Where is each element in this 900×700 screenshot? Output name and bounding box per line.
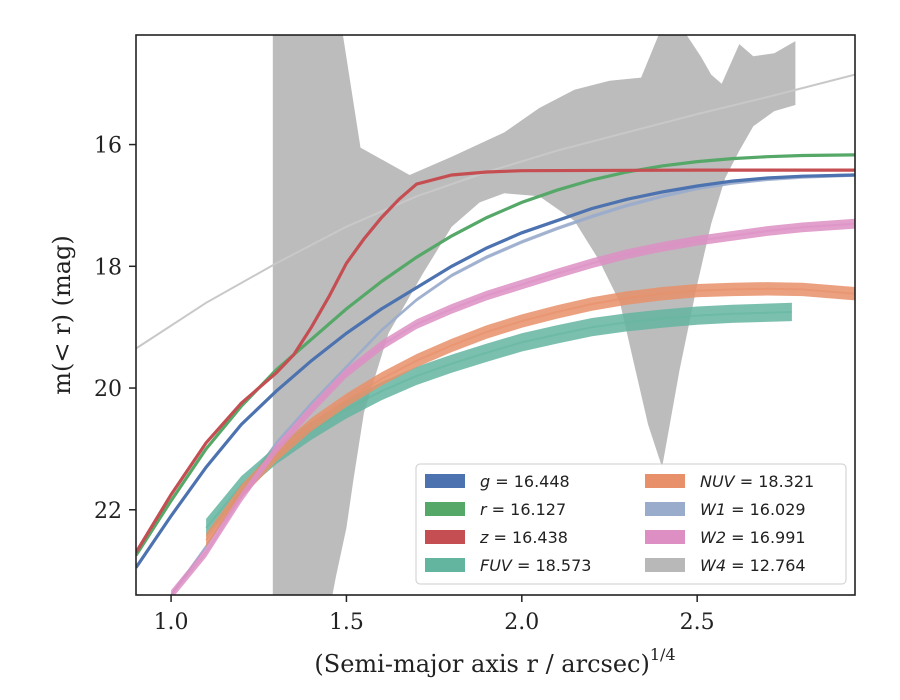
legend-label-r: r = 16.127 [480, 500, 566, 519]
legend-label-nuv: NUV = 18.321 [700, 472, 814, 491]
legend-swatch-w2 [645, 530, 685, 544]
legend-entry-g: g = 16.448 [425, 472, 570, 491]
legend-swatch-nuv [645, 474, 685, 488]
legend-entry-fuv: FUV = 18.573 [425, 556, 591, 575]
y-tick-label: 16 [94, 134, 122, 159]
legend-label-w2: W2 = 16.991 [700, 528, 806, 547]
legend-entry-w4: W4 = 12.764 [645, 556, 806, 575]
legend-entry-nuv: NUV = 18.321 [645, 472, 814, 491]
x-axis-label-superscript: 1/4 [650, 645, 676, 664]
x-tick-label: 2.5 [680, 610, 715, 635]
x-axis-label: (Semi-major axis r / arcsec)1/4 [314, 645, 675, 678]
legend-swatch-g [425, 474, 465, 488]
series-w2-line [170, 222, 855, 595]
y-tick-label: 20 [94, 377, 122, 402]
legend-swatch-w4 [645, 558, 685, 572]
x-tick-label: 2.0 [504, 610, 539, 635]
legend-entry-z: z = 16.438 [425, 528, 568, 547]
series-w4-band [272, 35, 796, 595]
legend-entry-w2: W2 = 16.991 [645, 528, 806, 547]
legend-swatch-z [425, 530, 465, 544]
y-axis-label: m(< r) (mag) [48, 235, 76, 394]
legend-label-z: z = 16.438 [479, 528, 568, 547]
series-w1-line [170, 174, 855, 595]
legend-entry-r: r = 16.127 [425, 500, 566, 519]
legend-label-w4: W4 = 12.764 [700, 556, 806, 575]
legend-label-fuv: FUV = 18.573 [480, 556, 591, 575]
axis-ticks: 1.0 1.5 2.0 2.5 16 18 20 22 [94, 134, 715, 635]
legend: g = 16.448 r = 16.127 z = 16.438 FUV = 18.5… [415, 463, 847, 585]
legend-box [415, 463, 847, 585]
legend-swatch-r [425, 502, 465, 516]
legend-entry-w1: W1 = 16.029 [645, 500, 806, 519]
y-tick-label: 18 [94, 255, 122, 280]
y-tick-label: 22 [94, 499, 122, 524]
x-tick-label: 1.5 [329, 610, 364, 635]
legend-swatch-w1 [645, 502, 685, 516]
series-g-line [136, 173, 855, 569]
plot-frame [135, 34, 856, 596]
series-z-line [136, 168, 855, 554]
series-nuv-line [205, 287, 855, 541]
legend-label-w1: W1 = 16.029 [700, 500, 806, 519]
plot-area [136, 35, 855, 595]
x-tick-label: 1.0 [154, 610, 189, 635]
legend-label-g: g = 16.448 [480, 472, 570, 491]
legend-swatch-fuv [425, 558, 465, 572]
